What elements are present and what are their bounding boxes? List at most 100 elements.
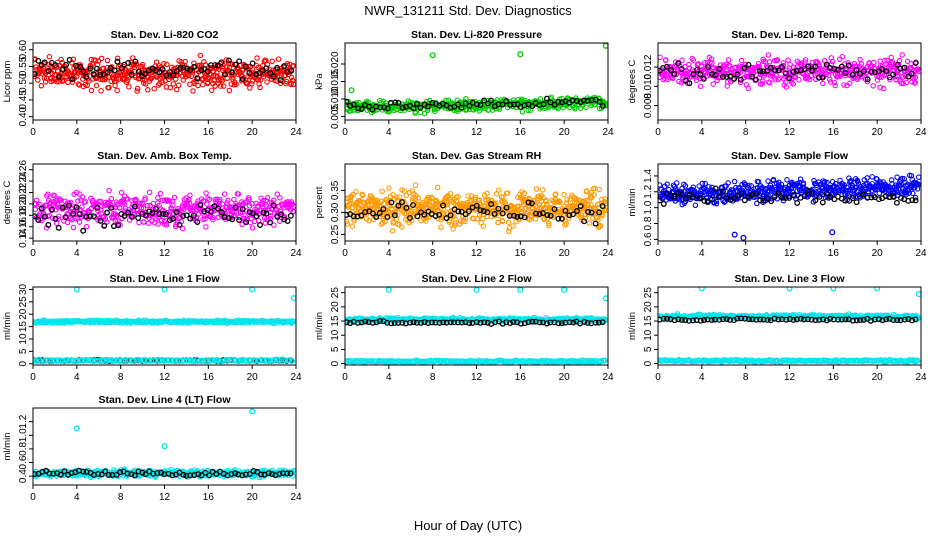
- data-point: [274, 64, 281, 71]
- data-point: [503, 204, 510, 211]
- data-point: [432, 108, 438, 115]
- data-point: [658, 54, 663, 61]
- data-point: [243, 219, 250, 226]
- y-axis-label: degrees C: [2, 180, 13, 224]
- data-point: [877, 58, 883, 64]
- data-point: [812, 197, 819, 204]
- data-point: [440, 202, 446, 209]
- y-tick-label: 10: [330, 329, 341, 341]
- data-point: [191, 63, 198, 70]
- data-point: [396, 194, 403, 200]
- data-point: [705, 64, 711, 71]
- data-point: [525, 107, 531, 114]
- data-point: [407, 99, 414, 105]
- data-point: [546, 222, 552, 229]
- data-point: [790, 81, 796, 87]
- data-point: [142, 212, 149, 219]
- data-point: [507, 320, 514, 327]
- data-point: [399, 319, 406, 326]
- x-tick-label: 12: [159, 127, 171, 138]
- data-point: [175, 82, 182, 89]
- data-point: [366, 217, 372, 224]
- data-point: [209, 214, 216, 221]
- data-point: [709, 71, 715, 78]
- data-point: [447, 190, 454, 197]
- data-point: [170, 215, 177, 222]
- data-point: [586, 220, 593, 226]
- data-point: [662, 75, 668, 82]
- data-point: [443, 215, 450, 222]
- data-point: [124, 196, 130, 202]
- data-point: [254, 55, 260, 61]
- data-point: [585, 208, 592, 215]
- data-point: [267, 70, 274, 77]
- data-point: [403, 204, 410, 211]
- data-point: [232, 61, 239, 68]
- data-point: [878, 74, 885, 80]
- data-point: [536, 319, 543, 326]
- data-point: [725, 180, 731, 186]
- data-point: [229, 69, 236, 76]
- data-point: [905, 73, 912, 80]
- data-point: [887, 76, 893, 83]
- data-point: [65, 202, 72, 209]
- data-point: [219, 201, 226, 207]
- data-point: [544, 212, 551, 219]
- data-point: [190, 212, 197, 219]
- data-point: [912, 74, 919, 81]
- data-point: [581, 318, 588, 325]
- data-point: [888, 177, 895, 183]
- data-point: [97, 198, 104, 205]
- data-point: [719, 66, 725, 73]
- x-tick-label: 12: [471, 372, 483, 383]
- data-point: [356, 197, 363, 204]
- data-point: [359, 192, 366, 199]
- data-point: [385, 287, 392, 293]
- data-point: [588, 192, 594, 199]
- data-point: [212, 62, 219, 69]
- data-point: [269, 58, 275, 65]
- data-point: [422, 202, 428, 208]
- data-point: [678, 65, 685, 72]
- data-point: [517, 51, 524, 58]
- data-point: [909, 197, 916, 203]
- data-point: [167, 198, 173, 204]
- data-point: [544, 202, 550, 208]
- data-point: [70, 210, 77, 217]
- data-point: [827, 76, 833, 83]
- data-point: [883, 68, 890, 75]
- data-point: [253, 71, 260, 78]
- data-point: [270, 202, 277, 209]
- data-point: [693, 194, 700, 201]
- x-tick-label: 20: [247, 127, 259, 138]
- data-point: [187, 192, 193, 199]
- data-point: [197, 202, 204, 208]
- plot-frame: [657, 163, 922, 242]
- points-layer: [33, 287, 296, 365]
- data-point: [163, 61, 170, 68]
- data-point: [104, 57, 111, 64]
- data-point: [664, 63, 670, 70]
- data-point: [77, 64, 83, 70]
- data-point: [236, 217, 243, 223]
- data-point: [839, 53, 846, 60]
- data-point: [134, 85, 141, 92]
- data-point: [710, 190, 716, 196]
- data-point: [180, 64, 187, 71]
- data-point: [90, 71, 97, 78]
- data-point: [602, 43, 608, 49]
- data-point: [196, 357, 203, 364]
- data-point: [210, 216, 216, 223]
- data-point: [603, 207, 608, 214]
- data-point: [908, 70, 915, 77]
- data-point: [440, 319, 447, 326]
- data-point: [214, 62, 221, 69]
- data-point: [73, 287, 80, 293]
- data-point: [263, 210, 270, 217]
- data-point: [79, 204, 85, 210]
- data-point: [221, 191, 228, 197]
- data-point: [719, 73, 726, 80]
- x-tick-label: 16: [828, 248, 840, 259]
- data-point: [510, 101, 517, 108]
